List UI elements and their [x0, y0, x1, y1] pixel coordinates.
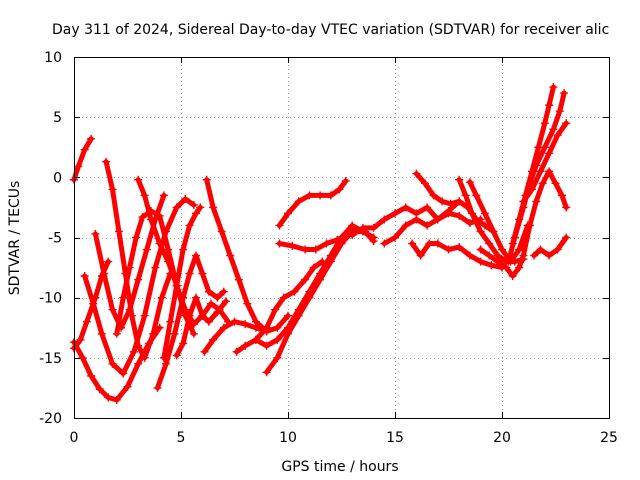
series-arc-18 — [275, 177, 349, 230]
y-tick-labels: 10 5 0 -5 -10 -15 -20 — [39, 50, 62, 427]
x-tick-label: 15 — [386, 430, 404, 446]
series-line — [534, 238, 566, 256]
y-tick-label: -5 — [48, 231, 62, 247]
y-tick-label: 10 — [44, 50, 62, 66]
data-point-marker — [316, 191, 324, 199]
series-arc-17 — [273, 221, 377, 343]
data-series — [70, 83, 570, 404]
y-tick-label: 0 — [53, 170, 62, 186]
series-arc-31 — [530, 234, 570, 260]
x-tick-labels: 0 5 10 15 20 25 — [70, 430, 618, 446]
y-tick-label: -20 — [39, 411, 62, 427]
series-arc-01 — [70, 135, 95, 184]
x-tick-label: 20 — [493, 430, 511, 446]
sdtvar-chart: Day 311 of 2024, Sidereal Day-to-day VTE… — [0, 0, 640, 480]
y-axis-label: SDTVAR / TECUs — [7, 181, 23, 296]
chart-title: Day 311 of 2024, Sidereal Day-to-day VTE… — [52, 22, 609, 38]
y-tick-label: -15 — [39, 351, 62, 367]
x-tick-label: 0 — [70, 430, 79, 446]
x-tick-label: 25 — [600, 430, 618, 446]
x-tick-label: 10 — [279, 430, 297, 446]
series-line — [279, 181, 345, 226]
series-line — [74, 139, 91, 180]
series-line — [74, 328, 160, 400]
x-axis-label: GPS time / hours — [281, 459, 398, 475]
y-tick-label: 5 — [53, 110, 62, 126]
x-tick-label: 5 — [177, 430, 186, 446]
y-tick-label: -10 — [39, 291, 62, 307]
